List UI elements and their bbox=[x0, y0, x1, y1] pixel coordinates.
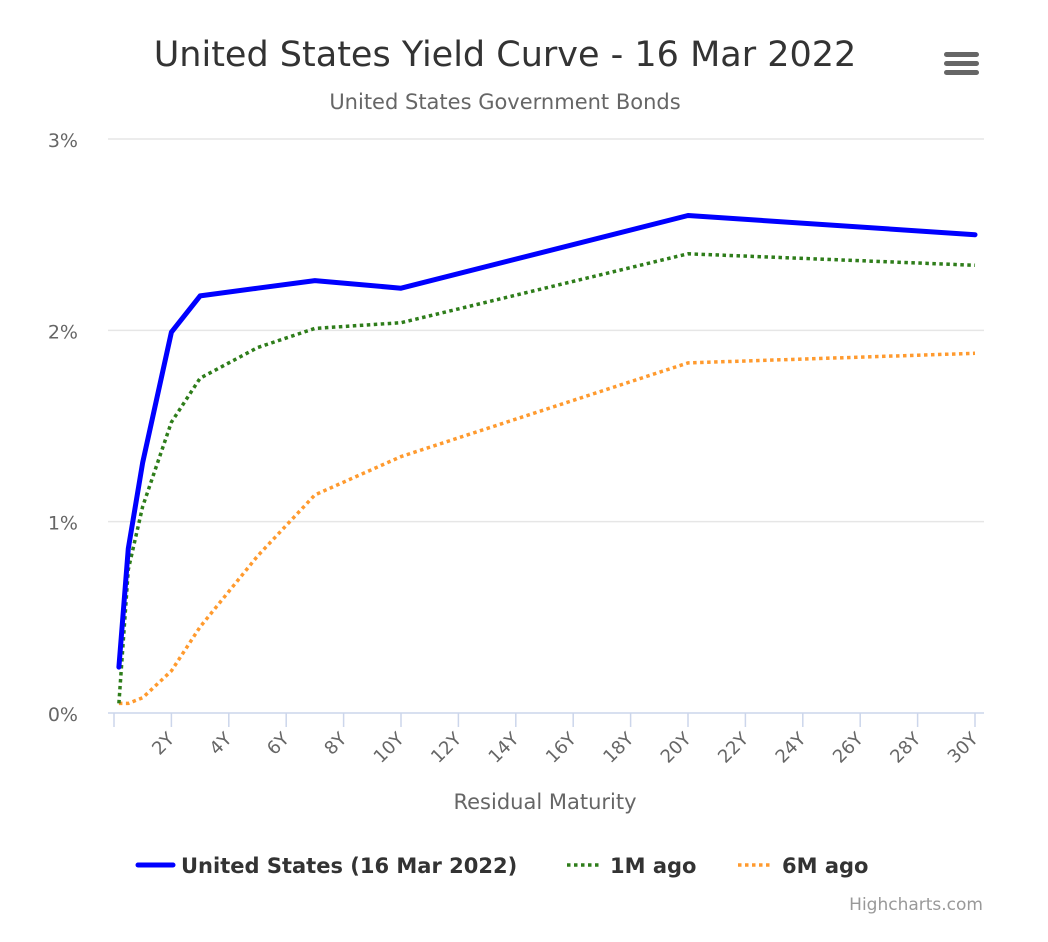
legend-item-1[interactable]: 1M ago bbox=[567, 854, 696, 878]
legend-label[interactable]: United States (16 Mar 2022) bbox=[181, 854, 517, 878]
data-point[interactable] bbox=[141, 696, 145, 700]
x-tick-label: 16Y bbox=[542, 728, 582, 768]
data-point[interactable] bbox=[256, 286, 260, 290]
x-tick-label: 4Y bbox=[206, 728, 237, 759]
data-point[interactable] bbox=[313, 279, 317, 283]
data-point[interactable] bbox=[399, 321, 403, 325]
data-point[interactable] bbox=[686, 252, 690, 256]
data-point[interactable] bbox=[198, 625, 202, 629]
data-point[interactable] bbox=[169, 330, 173, 334]
data-point[interactable] bbox=[169, 420, 173, 424]
data-point[interactable] bbox=[256, 346, 260, 350]
x-axis-title: Residual Maturity bbox=[453, 790, 636, 814]
data-point[interactable] bbox=[141, 504, 145, 508]
chart-title: United States Yield Curve - 16 Mar 2022 bbox=[154, 35, 857, 75]
x-tick-label: 8Y bbox=[320, 728, 351, 759]
data-point[interactable] bbox=[973, 263, 977, 267]
legend-label[interactable]: 1M ago bbox=[610, 854, 696, 878]
series-line-2[interactable] bbox=[118, 351, 976, 706]
chart-subtitle: United States Government Bonds bbox=[329, 90, 680, 114]
credits-link[interactable]: Highcharts.com bbox=[849, 895, 983, 915]
series-line-1[interactable] bbox=[117, 252, 976, 704]
data-point[interactable] bbox=[399, 455, 403, 459]
y-axis-labels: 0% 1% 2% 3% bbox=[48, 130, 78, 726]
data-point[interactable] bbox=[198, 376, 202, 380]
legend: United States (16 Mar 2022) 1M ago 6M ago bbox=[135, 854, 868, 878]
x-tick-label: 24Y bbox=[772, 728, 812, 768]
x-tick-label: 12Y bbox=[427, 728, 467, 768]
data-point[interactable] bbox=[126, 701, 130, 705]
x-tick-label: 20Y bbox=[657, 728, 697, 768]
hamburger-menu-icon[interactable] bbox=[944, 52, 979, 75]
grid-lines bbox=[108, 138, 984, 523]
legend-label[interactable]: 6M ago bbox=[782, 854, 868, 878]
y-tick-label: 0% bbox=[48, 704, 78, 726]
data-point[interactable] bbox=[313, 326, 317, 330]
series-lines bbox=[116, 213, 978, 706]
data-point[interactable] bbox=[686, 214, 690, 218]
x-tick-label: 2Y bbox=[148, 728, 179, 759]
series-line-0[interactable] bbox=[116, 213, 978, 670]
x-tick-label: 26Y bbox=[829, 728, 869, 768]
data-point[interactable] bbox=[313, 493, 317, 497]
data-point[interactable] bbox=[126, 547, 130, 551]
y-tick-label: 2% bbox=[48, 321, 78, 343]
data-point[interactable] bbox=[198, 294, 202, 298]
legend-item-2[interactable]: 6M ago bbox=[738, 854, 868, 878]
x-tick-label: 30Y bbox=[944, 728, 984, 768]
x-tick-label: 22Y bbox=[714, 728, 754, 768]
data-point[interactable] bbox=[169, 669, 173, 673]
data-point[interactable] bbox=[117, 701, 121, 705]
x-tick-label: 28Y bbox=[886, 728, 926, 768]
data-point[interactable] bbox=[117, 665, 121, 669]
data-point[interactable] bbox=[399, 286, 403, 290]
y-tick-label: 1% bbox=[48, 513, 78, 535]
x-tick-label: 18Y bbox=[599, 728, 639, 768]
context-menu-button[interactable] bbox=[938, 44, 984, 84]
data-point[interactable] bbox=[973, 351, 977, 355]
data-point[interactable] bbox=[973, 233, 977, 237]
data-point[interactable] bbox=[141, 460, 145, 464]
y-tick-label: 3% bbox=[48, 130, 78, 152]
data-point[interactable] bbox=[686, 361, 690, 365]
x-tick-label: 10Y bbox=[370, 728, 410, 768]
data-point[interactable] bbox=[256, 554, 260, 558]
x-tick-label: 6Y bbox=[263, 728, 294, 759]
x-tick-label: 14Y bbox=[485, 728, 525, 768]
legend-item-0[interactable]: United States (16 Mar 2022) bbox=[135, 854, 517, 878]
x-axis: 2Y 4Y 6Y 8Y 10Y 12Y 14Y 16Y 18Y 20Y 22Y 24Y 26Y 28Y 30… bbox=[108, 712, 984, 768]
